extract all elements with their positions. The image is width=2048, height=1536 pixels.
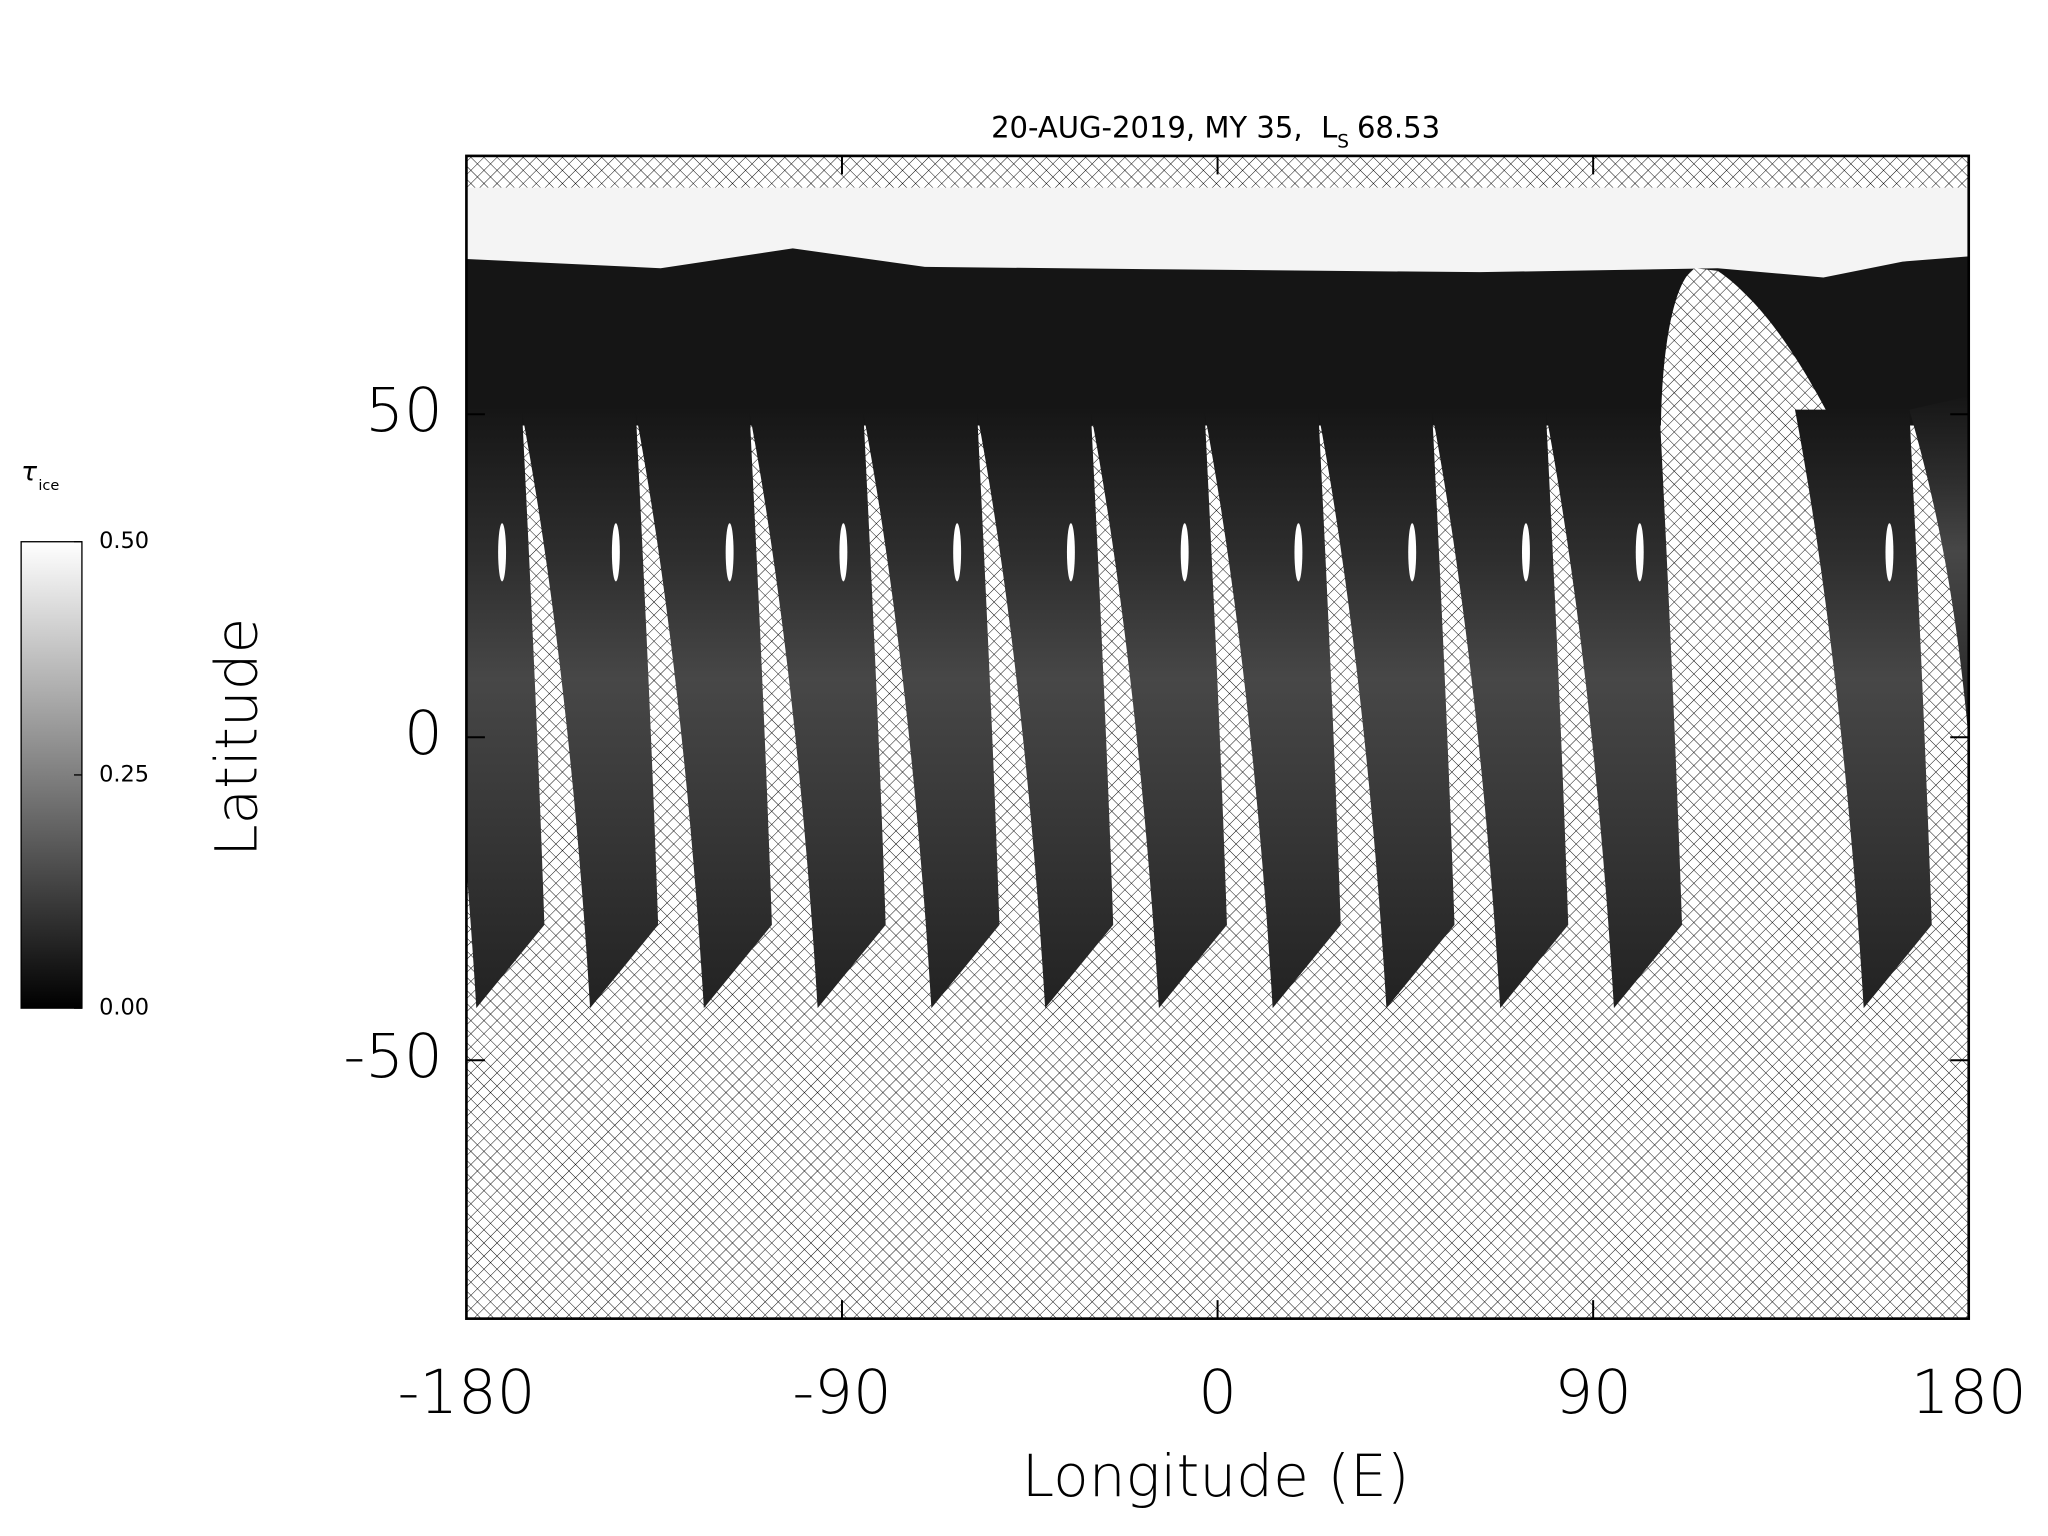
swath	[1545, 409, 1683, 1009]
swath-gap	[1521, 523, 1530, 582]
swath-gap	[498, 523, 507, 582]
swath	[466, 409, 545, 1009]
colorbar-label: τ	[21, 457, 38, 488]
swath	[1317, 409, 1455, 1009]
title-subscript: S	[1337, 132, 1349, 153]
colorbar	[20, 541, 83, 1009]
colorbar-tick-label: 0.50	[99, 528, 149, 554]
swath-gap	[1408, 523, 1417, 582]
x-axis-label: Longitude (E)	[1022, 1442, 1410, 1510]
no-data-arch	[1660, 268, 1840, 437]
swath	[862, 409, 1000, 1009]
upper-dark-band	[466, 248, 1969, 426]
plot-area	[466, 155, 1969, 1319]
swath-gap	[839, 523, 848, 582]
swath-gap	[1066, 523, 1075, 582]
y-axis-label: Latitude	[202, 618, 270, 857]
y-tick-label: 0	[404, 699, 443, 769]
colorbar-tick-label: 0.00	[99, 995, 149, 1021]
swath-gap	[1294, 523, 1303, 582]
swath	[976, 409, 1114, 1009]
swath	[521, 409, 659, 1009]
swath	[1090, 409, 1227, 1009]
swath	[1909, 396, 1969, 740]
x-tick-label: 180	[1911, 1358, 2027, 1428]
y-tick-label: -50	[343, 1022, 442, 1092]
x-tick-label: -180	[397, 1358, 535, 1428]
swath	[748, 409, 886, 1009]
title-value: 68.53	[1357, 110, 1440, 144]
swath-gap	[1635, 523, 1644, 582]
x-tick-label: 90	[1554, 1358, 1631, 1428]
x-tick-label: -90	[792, 1358, 891, 1428]
colorbar-tick-label: 0.25	[99, 761, 149, 787]
swath-gap	[725, 523, 734, 582]
swath	[1431, 409, 1569, 1009]
chart-title: 20-AUG-2019, MY 35, LS 68.53	[991, 110, 1440, 152]
title-text: 20-AUG-2019, MY 35, L	[991, 110, 1338, 144]
x-tick-label: 0	[1198, 1358, 1237, 1428]
y-tick-label: 50	[365, 376, 442, 446]
swath-gap	[1885, 523, 1894, 582]
swath-gap	[611, 523, 620, 582]
swath	[635, 409, 772, 1009]
swath	[1203, 409, 1341, 1009]
swath-gap	[1180, 523, 1189, 582]
colorbar-label-subscript: ice	[38, 478, 59, 494]
swath	[1794, 409, 1932, 1009]
swath-gap	[953, 523, 962, 582]
